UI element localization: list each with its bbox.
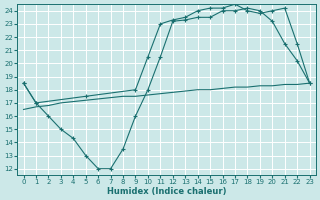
X-axis label: Humidex (Indice chaleur): Humidex (Indice chaleur) — [107, 187, 226, 196]
